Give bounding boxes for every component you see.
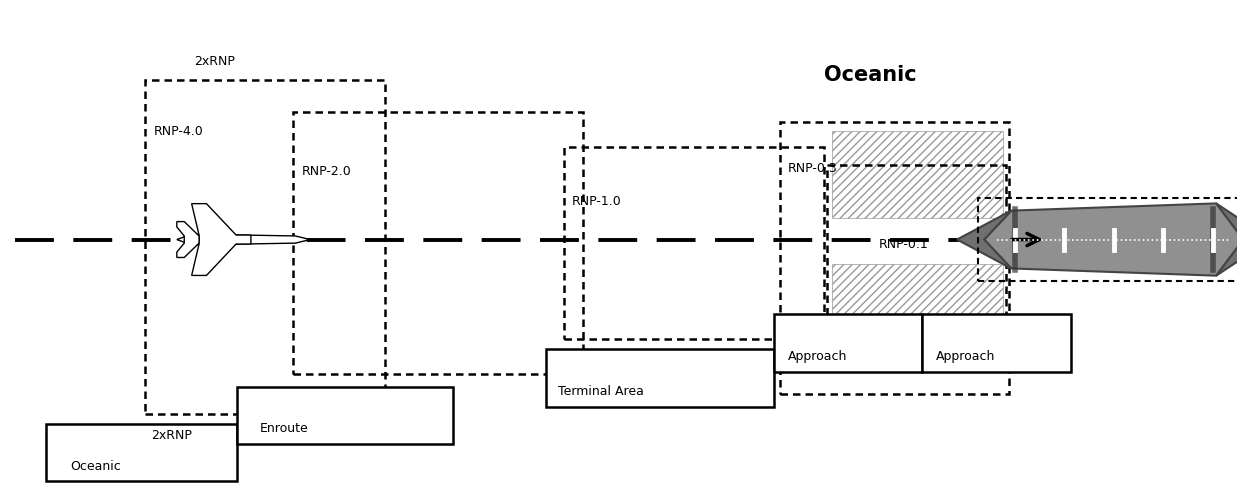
- Text: RNP-0.3: RNP-0.3: [787, 162, 838, 175]
- Bar: [774, 314, 923, 371]
- Bar: [237, 387, 454, 444]
- Text: RNP-1.0: RNP-1.0: [572, 195, 621, 208]
- Text: 2xRNP: 2xRNP: [195, 55, 236, 68]
- Polygon shape: [177, 234, 310, 245]
- Bar: [923, 314, 1070, 371]
- Text: Oceanic: Oceanic: [823, 65, 916, 85]
- Bar: [832, 131, 1003, 218]
- Text: 2xRNP: 2xRNP: [151, 429, 192, 442]
- Bar: [145, 80, 386, 414]
- Bar: [827, 165, 1007, 352]
- Bar: [564, 147, 823, 339]
- Polygon shape: [985, 204, 1240, 276]
- Bar: [46, 424, 237, 481]
- Polygon shape: [957, 211, 1012, 269]
- Bar: [780, 122, 1009, 394]
- Text: Terminal Area: Terminal Area: [558, 385, 644, 398]
- Polygon shape: [1216, 204, 1240, 276]
- Bar: [978, 199, 1240, 281]
- Polygon shape: [177, 222, 200, 258]
- Text: Oceanic: Oceanic: [71, 460, 122, 473]
- Polygon shape: [192, 204, 250, 275]
- Bar: [832, 265, 1003, 352]
- Text: RNP-4.0: RNP-4.0: [154, 125, 203, 138]
- Bar: [546, 349, 774, 407]
- Bar: [293, 112, 583, 374]
- Text: Enroute: Enroute: [259, 422, 309, 435]
- Text: Approach: Approach: [787, 350, 847, 363]
- Text: Approach: Approach: [936, 350, 996, 363]
- Text: RNP-0.1: RNP-0.1: [879, 238, 929, 251]
- Text: RNP-2.0: RNP-2.0: [301, 165, 351, 178]
